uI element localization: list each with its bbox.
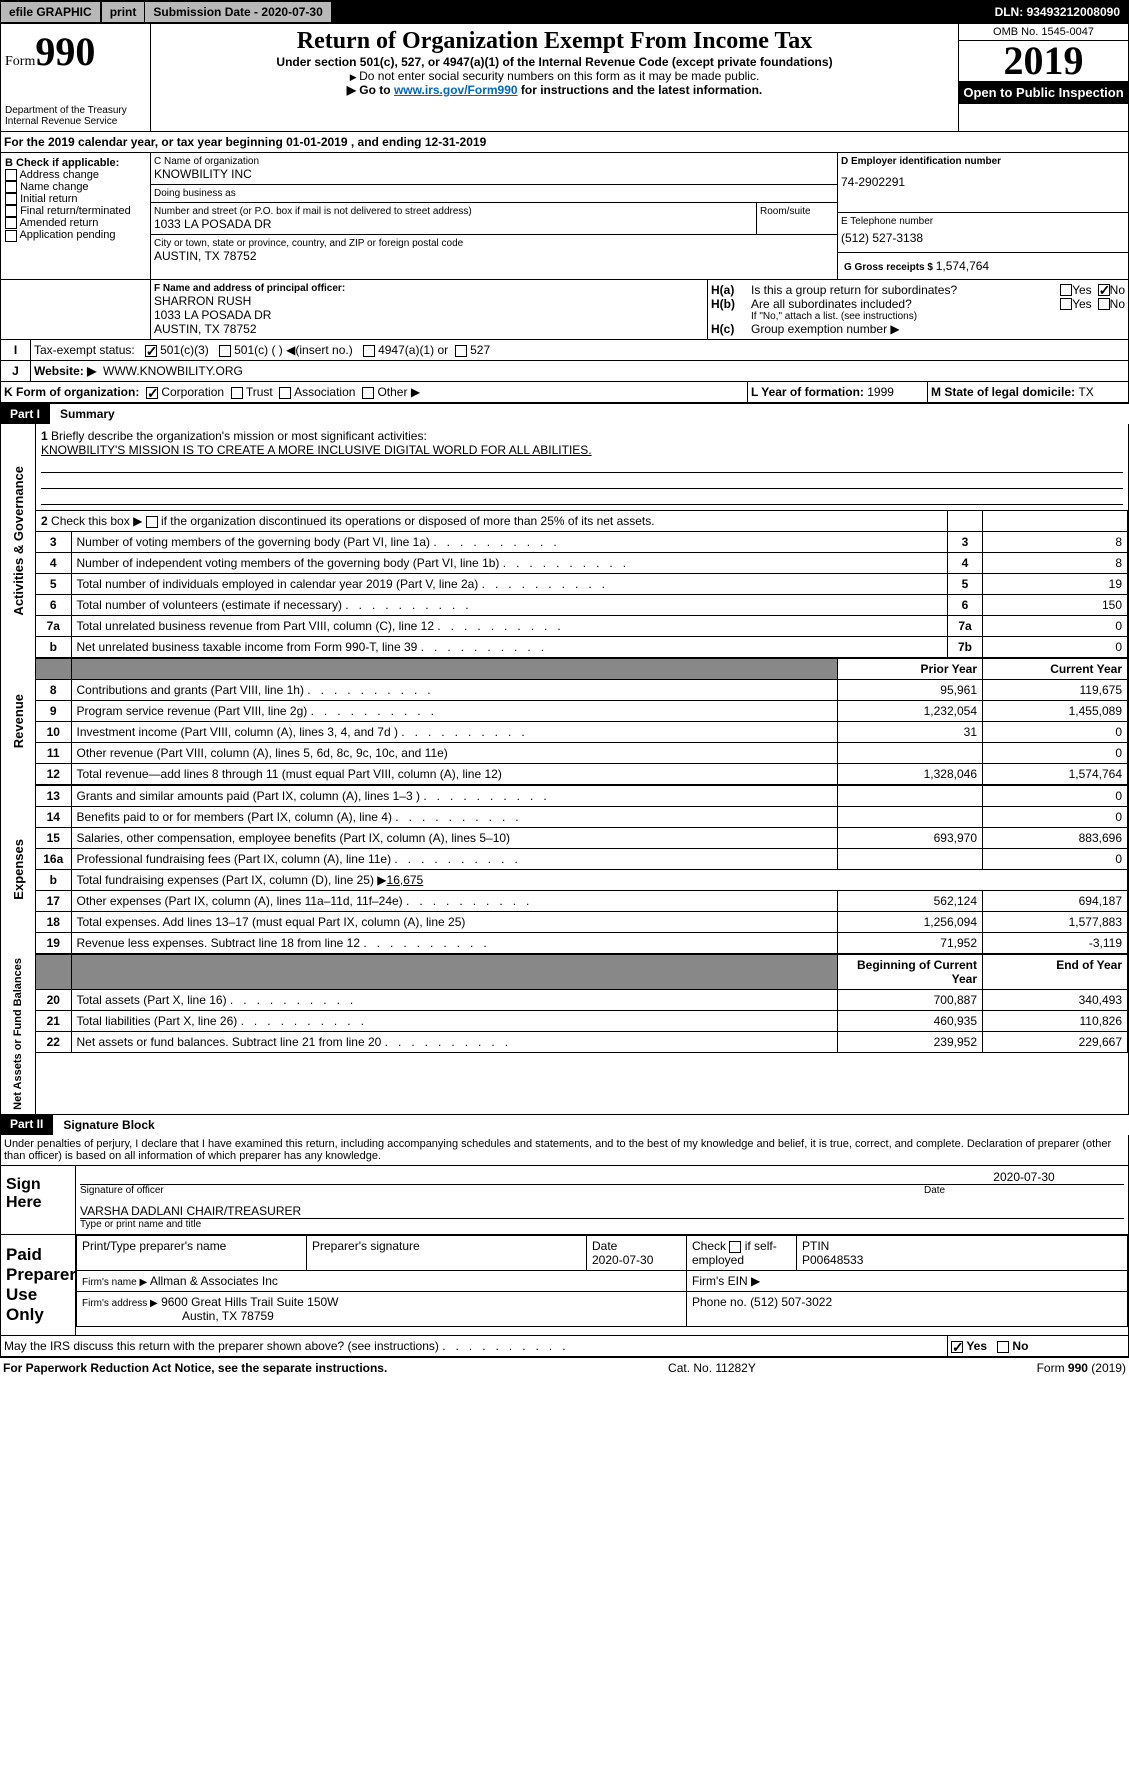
ein-value: 74-2902291 (841, 167, 1125, 189)
form-header: Form990 Department of the Treasury Inter… (0, 24, 1129, 132)
phone-value: (512) 527-3138 (841, 227, 1125, 249)
initial-return-checkbox[interactable] (5, 193, 17, 205)
gross-receipts-label: G Gross receipts $ (844, 262, 936, 273)
self-employed-checkbox[interactable] (729, 1241, 741, 1253)
governance-table: 2 Check this box ▶ if the organization d… (36, 510, 1128, 658)
group-return-yes-checkbox[interactable] (1060, 284, 1072, 296)
form-subtitle: Under section 501(c), 527, or 4947(a)(1)… (155, 55, 954, 69)
amended-return-checkbox[interactable] (5, 217, 17, 229)
501c-checkbox[interactable] (219, 345, 231, 357)
application-pending-checkbox[interactable] (5, 230, 17, 242)
efile-topbar: efile GRAPHIC print Submission Date - 20… (0, 0, 1129, 24)
other-org-checkbox[interactable] (362, 387, 374, 399)
officer-addr2: AUSTIN, TX 78752 (154, 322, 704, 336)
name-change-checkbox[interactable] (5, 181, 17, 193)
phone-label: E Telephone number (841, 216, 1125, 227)
city-state-zip: AUSTIN, TX 78752 (154, 249, 834, 263)
corporation-checkbox[interactable] (146, 387, 158, 399)
form-org-row: K Form of organization: Corporation Trus… (0, 382, 1129, 403)
subordinates-yes-checkbox[interactable] (1060, 298, 1072, 310)
discuss-yes-checkbox[interactable] (951, 1341, 963, 1353)
netassets-section: Net Assets or Fund Balances Beginning of… (0, 954, 1129, 1114)
officer-name: SHARRON RUSH (154, 294, 704, 308)
group-return-no-checkbox[interactable] (1098, 284, 1110, 296)
tax-exempt-row: I Tax-exempt status: 501(c)(3) 501(c) ( … (0, 340, 1129, 361)
open-inspection: Open to Public Inspection (959, 81, 1128, 104)
discuss-no-checkbox[interactable] (997, 1341, 1009, 1353)
firm-name: Allman & Associates Inc (150, 1274, 278, 1288)
discuss-row: May the IRS discuss this return with the… (0, 1336, 1129, 1357)
revenue-section: Revenue Prior YearCurrent Year 8Contribu… (0, 658, 1129, 785)
perjury-statement: Under penalties of perjury, I declare th… (0, 1135, 1129, 1166)
section-b-checkboxes: B Check if applicable: Address change Na… (1, 153, 151, 279)
officer-label: F Name and address of principal officer: (154, 283, 704, 294)
instructions-note: ▶ Go to www.irs.gov/Form990 for instruct… (155, 83, 954, 97)
address-change-checkbox[interactable] (5, 169, 17, 181)
legal-domicile: TX (1078, 385, 1093, 399)
dept-treasury: Department of the Treasury (5, 105, 146, 116)
paid-preparer-section: Paid Preparer Use Only Print/Type prepar… (0, 1235, 1129, 1336)
trust-checkbox[interactable] (231, 387, 243, 399)
city-label: City or town, state or province, country… (154, 238, 834, 249)
form-title: Return of Organization Exempt From Incom… (155, 28, 954, 55)
final-return-checkbox[interactable] (5, 205, 17, 217)
org-name: KNOWBILITY INC (154, 167, 834, 181)
org-name-label: C Name of organization (154, 156, 834, 167)
year-formation: 1999 (867, 385, 894, 399)
tax-year: 2019 (959, 41, 1128, 81)
officer-group-section: F Name and address of principal officer:… (0, 280, 1129, 340)
ptin-value: P00648533 (802, 1253, 863, 1267)
submission-label: Submission Date - 2020-07-30 (145, 2, 331, 22)
ssn-note: Do not enter social security numbers on … (155, 69, 954, 83)
street-label: Number and street (or P.O. box if mail i… (154, 206, 753, 217)
print-button[interactable]: print (101, 1, 146, 23)
ein-label: D Employer identification number (841, 156, 1125, 167)
firm-addr1: 9600 Great Hills Trail Suite 150W (161, 1295, 338, 1309)
part2-header: Part II Signature Block (0, 1114, 1129, 1135)
firm-addr2: Austin, TX 78759 (82, 1309, 274, 1323)
mission-text: KNOWBILITY'S MISSION IS TO CREATE A MORE… (41, 443, 1123, 457)
irs-label: Internal Revenue Service (5, 116, 146, 127)
form-number: Form990 (5, 28, 146, 75)
subordinates-no-checkbox[interactable] (1098, 298, 1110, 310)
preparer-phone: (512) 507-3022 (750, 1295, 832, 1309)
527-checkbox[interactable] (455, 345, 467, 357)
instructions-link[interactable]: www.irs.gov/Form990 (394, 83, 518, 97)
gross-receipts-value: 1,574,764 (936, 259, 989, 273)
room-suite-label: Room/suite (757, 203, 837, 234)
identity-section: B Check if applicable: Address change Na… (0, 153, 1129, 280)
page-footer: For Paperwork Reduction Act Notice, see … (0, 1357, 1129, 1378)
dln: DLN: 93493212008090 (987, 2, 1128, 22)
efile-label: efile GRAPHIC (1, 2, 101, 22)
governance-section: Activities & Governance 1 Briefly descri… (0, 424, 1129, 658)
association-checkbox[interactable] (279, 387, 291, 399)
sign-here-section: Sign Here 2020-07-30 Signature of office… (0, 1166, 1129, 1235)
website-row: J Website: ▶ WWW.KNOWBILITY.ORG (0, 361, 1129, 382)
expenses-section: Expenses 13Grants and similar amounts pa… (0, 785, 1129, 954)
dba-label: Doing business as (154, 188, 834, 199)
501c3-checkbox[interactable] (145, 345, 157, 357)
officer-print-name: VARSHA DADLANI CHAIR/TREASURER (80, 1204, 1124, 1219)
part1-header: Part I Summary (0, 403, 1129, 424)
officer-addr1: 1033 LA POSADA DR (154, 308, 704, 322)
tax-period-row: For the 2019 calendar year, or tax year … (0, 132, 1129, 153)
street-address: 1033 LA POSADA DR (154, 217, 753, 231)
discontinued-checkbox[interactable] (146, 516, 158, 528)
4947-checkbox[interactable] (363, 345, 375, 357)
website-value: WWW.KNOWBILITY.ORG (103, 364, 243, 378)
officer-sign-date: 2020-07-30 (924, 1170, 1124, 1185)
